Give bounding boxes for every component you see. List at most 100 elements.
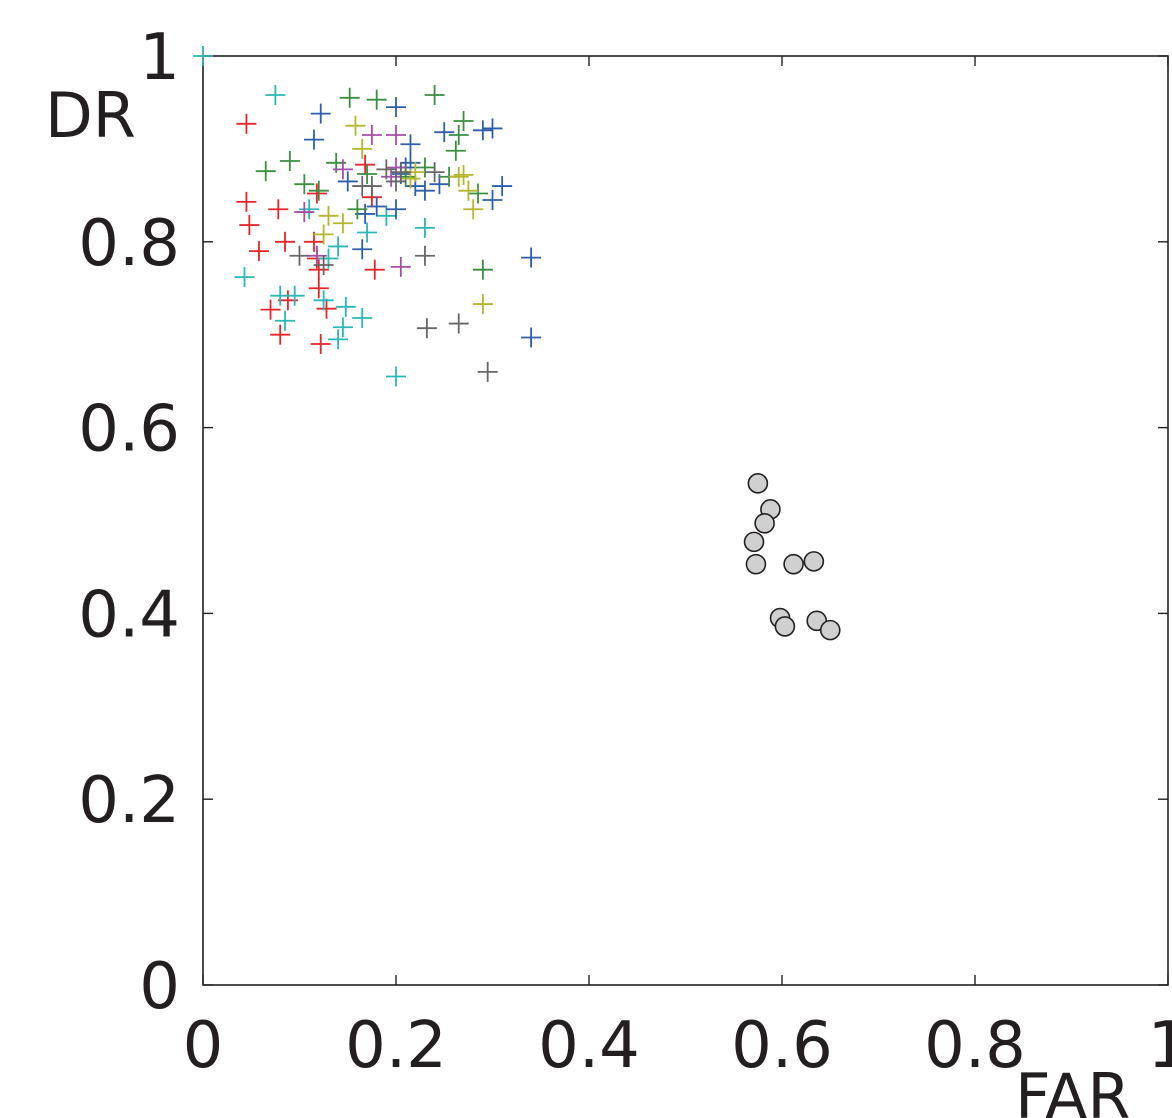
x-tick-label: 0.4 — [538, 1009, 640, 1083]
data-point — [316, 298, 337, 319]
data-point — [352, 176, 373, 197]
x-tick-label: 0 — [183, 1009, 224, 1083]
data-point — [310, 103, 331, 124]
data-point — [279, 150, 300, 171]
data-point — [463, 199, 484, 220]
data-point — [310, 333, 331, 354]
data-point — [352, 239, 373, 260]
data-point — [364, 259, 385, 280]
plot-frame — [202, 55, 1169, 986]
tick-labels: 0 0.2 0.4 0.6 0.8 1 0 0.2 0.4 0.6 0.8 1 — [78, 21, 1172, 1083]
data-point — [339, 87, 360, 108]
data-point — [386, 97, 406, 118]
data-point — [472, 259, 493, 280]
data-point — [248, 241, 269, 262]
data-point — [453, 164, 474, 185]
plot-area-border — [202, 55, 1169, 986]
data-point — [390, 162, 411, 183]
data-point — [332, 213, 353, 234]
data-point — [472, 120, 493, 141]
data-point — [386, 199, 406, 220]
axis-ticks — [202, 55, 1169, 986]
data-point — [294, 174, 315, 195]
data-point — [332, 159, 353, 180]
data-point — [458, 180, 479, 201]
data-point — [745, 553, 767, 575]
data-point — [774, 616, 796, 637]
data-point — [416, 318, 437, 339]
data-point — [448, 124, 469, 145]
data-point — [472, 294, 493, 315]
data-point — [434, 122, 455, 143]
data-point — [819, 619, 841, 641]
series-1 — [193, 46, 435, 387]
x-tick-label: 0.2 — [345, 1009, 447, 1083]
data-point — [193, 46, 213, 66]
data-point — [313, 255, 334, 276]
data-point — [352, 307, 373, 328]
data-point — [754, 512, 775, 534]
data-point — [337, 171, 358, 192]
data-point — [345, 115, 366, 136]
data-point — [376, 159, 397, 180]
data-point — [386, 366, 406, 387]
y-tick-label: 0.8 — [78, 207, 180, 281]
y-tick-label: 0.2 — [78, 764, 180, 838]
data-point — [448, 313, 469, 334]
data-point — [521, 247, 542, 268]
data-point — [289, 245, 310, 266]
data-point — [355, 203, 376, 224]
y-tick-label: 0 — [139, 950, 180, 1024]
data-point — [803, 551, 825, 572]
data-point — [299, 199, 320, 220]
data-point — [306, 183, 327, 204]
data-point — [743, 531, 765, 553]
x-axis-label: FAR — [1015, 1060, 1130, 1118]
data-point — [275, 310, 296, 331]
data-point — [332, 317, 353, 338]
data-point — [747, 473, 769, 494]
data-point — [234, 267, 255, 288]
series-5 — [294, 124, 411, 277]
data-point — [284, 285, 305, 306]
data-point — [308, 259, 329, 280]
data-point — [236, 191, 257, 212]
data-point — [352, 138, 373, 159]
data-point — [361, 124, 382, 145]
series-4 — [313, 115, 493, 315]
data-point — [236, 113, 257, 134]
data-point — [366, 89, 387, 110]
data-point — [347, 199, 368, 220]
data-point — [521, 327, 542, 348]
data-point — [414, 245, 435, 266]
data-point — [477, 361, 498, 382]
data-point — [308, 278, 329, 299]
data-point — [313, 224, 334, 245]
data-point — [318, 205, 339, 226]
data-point — [783, 553, 804, 575]
data-point — [275, 231, 296, 252]
data-point — [424, 162, 445, 183]
data-point — [357, 222, 378, 243]
data-point — [414, 180, 435, 201]
y-axis-label: DR — [45, 79, 136, 152]
data-point — [239, 215, 260, 236]
data-point — [386, 171, 406, 192]
series-2 — [303, 97, 542, 348]
data-point — [482, 118, 503, 139]
x-tick-label: 0.6 — [731, 1009, 833, 1083]
x-tick-label: 0.8 — [924, 1009, 1026, 1083]
data-point — [265, 85, 286, 106]
data-point — [260, 299, 281, 320]
series-3 — [255, 85, 493, 280]
data-point — [400, 134, 421, 155]
data-point — [255, 161, 276, 182]
data-point — [453, 111, 474, 132]
data-point — [390, 256, 411, 277]
x-tick-label: 1 — [1148, 1009, 1172, 1083]
data-point — [366, 196, 387, 217]
y-tick-label: 0.6 — [78, 393, 180, 467]
data-point — [303, 129, 324, 150]
data-point — [268, 199, 289, 220]
